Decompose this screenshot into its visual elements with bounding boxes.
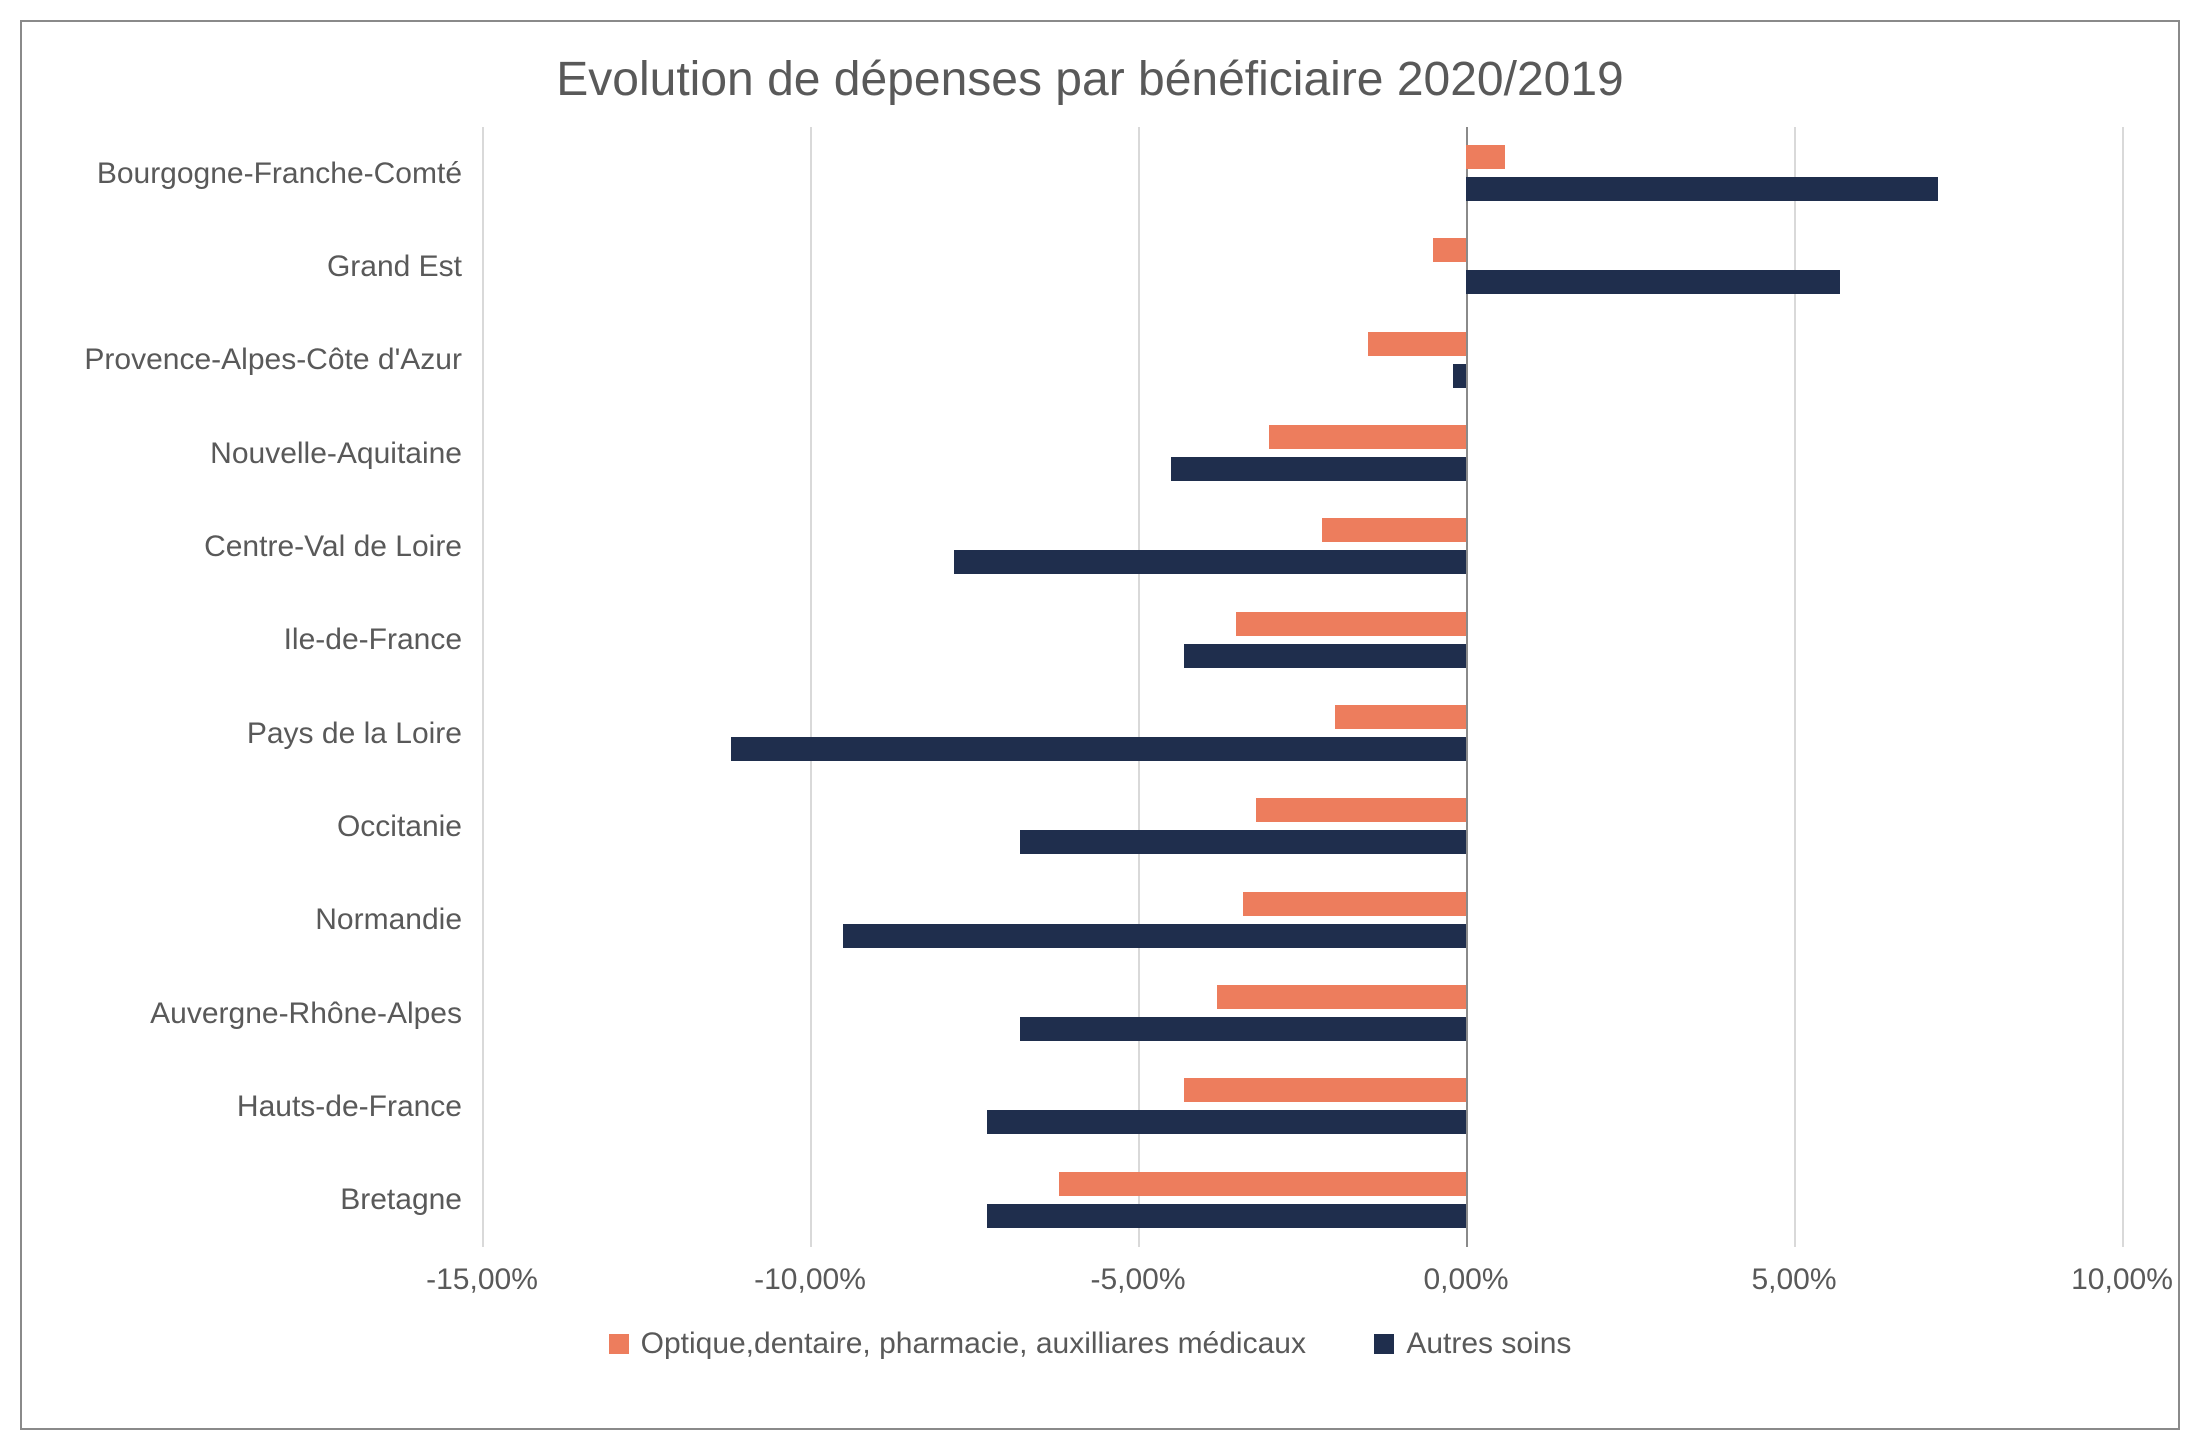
category-label: Pays de la Loire: [42, 717, 462, 751]
bar-series2: [1466, 177, 1938, 201]
category-label: Ile-de-France: [42, 623, 462, 657]
legend-label-series1: Optique,dentaire, pharmacie, auxilliares…: [641, 1327, 1306, 1361]
category-label: Provence-Alpes-Côte d'Azur: [42, 343, 462, 377]
plot-area: Bourgogne-Franche-ComtéGrand EstProvence…: [482, 127, 2122, 1247]
category-label: Normandie: [42, 903, 462, 937]
category-label: Auvergne-Rhône-Alpes: [42, 997, 462, 1031]
bar-series2: [1020, 1017, 1466, 1041]
category-row: Centre-Val de Loire: [482, 500, 2122, 593]
chart-container: Evolution de dépenses par bénéficiaire 2…: [20, 20, 2180, 1430]
bar-series2: [731, 737, 1466, 761]
bar-series2: [1466, 270, 1840, 294]
category-row: Pays de la Loire: [482, 687, 2122, 780]
bar-series2: [954, 550, 1466, 574]
bar-series1: [1256, 798, 1466, 822]
category-row: Bourgogne-Franche-Comté: [482, 127, 2122, 220]
bar-series1: [1335, 705, 1466, 729]
x-tick-label: 5,00%: [1751, 1263, 1836, 1297]
bar-series2: [987, 1110, 1466, 1134]
legend-item-series1: Optique,dentaire, pharmacie, auxilliares…: [609, 1327, 1306, 1361]
bar-series1: [1236, 612, 1466, 636]
x-tick-label: 0,00%: [1423, 1263, 1508, 1297]
legend: Optique,dentaire, pharmacie, auxilliares…: [42, 1327, 2138, 1362]
legend-item-series2: Autres soins: [1374, 1327, 1571, 1361]
bar-series2: [1184, 644, 1466, 668]
x-tick-label: -10,00%: [754, 1263, 866, 1297]
chart-title: Evolution de dépenses par bénéficiaire 2…: [42, 52, 2138, 107]
bar-series1: [1269, 425, 1466, 449]
category-row: Nouvelle-Aquitaine: [482, 407, 2122, 500]
category-label: Nouvelle-Aquitaine: [42, 437, 462, 471]
category-row: Normandie: [482, 874, 2122, 967]
legend-label-series2: Autres soins: [1406, 1327, 1571, 1361]
bar-series2: [987, 1204, 1466, 1228]
bar-series1: [1059, 1172, 1466, 1196]
bar-series1: [1466, 145, 1505, 169]
category-label: Hauts-de-France: [42, 1090, 462, 1124]
bar-series2: [843, 924, 1466, 948]
x-tick-label: -5,00%: [1090, 1263, 1185, 1297]
bar-series1: [1368, 332, 1466, 356]
category-label: Bourgogne-Franche-Comté: [42, 157, 462, 191]
bar-series1: [1184, 1078, 1466, 1102]
bar-series1: [1433, 238, 1466, 262]
category-row: Grand Est: [482, 220, 2122, 313]
legend-swatch-series2: [1374, 1334, 1394, 1354]
bar-series2: [1171, 457, 1466, 481]
category-row: Provence-Alpes-Côte d'Azur: [482, 314, 2122, 407]
x-tick-label: 10,00%: [2071, 1263, 2173, 1297]
bar-series1: [1322, 518, 1466, 542]
category-row: Auvergne-Rhône-Alpes: [482, 967, 2122, 1060]
category-row: Hauts-de-France: [482, 1060, 2122, 1153]
category-row: Ile-de-France: [482, 594, 2122, 687]
category-row: Bretagne: [482, 1154, 2122, 1247]
category-row: Occitanie: [482, 780, 2122, 873]
category-label: Occitanie: [42, 810, 462, 844]
bar-series2: [1453, 364, 1466, 388]
bar-series2: [1020, 830, 1466, 854]
bar-series1: [1217, 985, 1466, 1009]
bar-series1: [1243, 892, 1466, 916]
category-label: Grand Est: [42, 250, 462, 284]
category-label: Centre-Val de Loire: [42, 530, 462, 564]
category-label: Bretagne: [42, 1183, 462, 1217]
gridline: [2122, 127, 2124, 1247]
legend-swatch-series1: [609, 1334, 629, 1354]
x-axis: -15,00%-10,00%-5,00%0,00%5,00%10,00%: [482, 1247, 2122, 1307]
x-tick-label: -15,00%: [426, 1263, 538, 1297]
